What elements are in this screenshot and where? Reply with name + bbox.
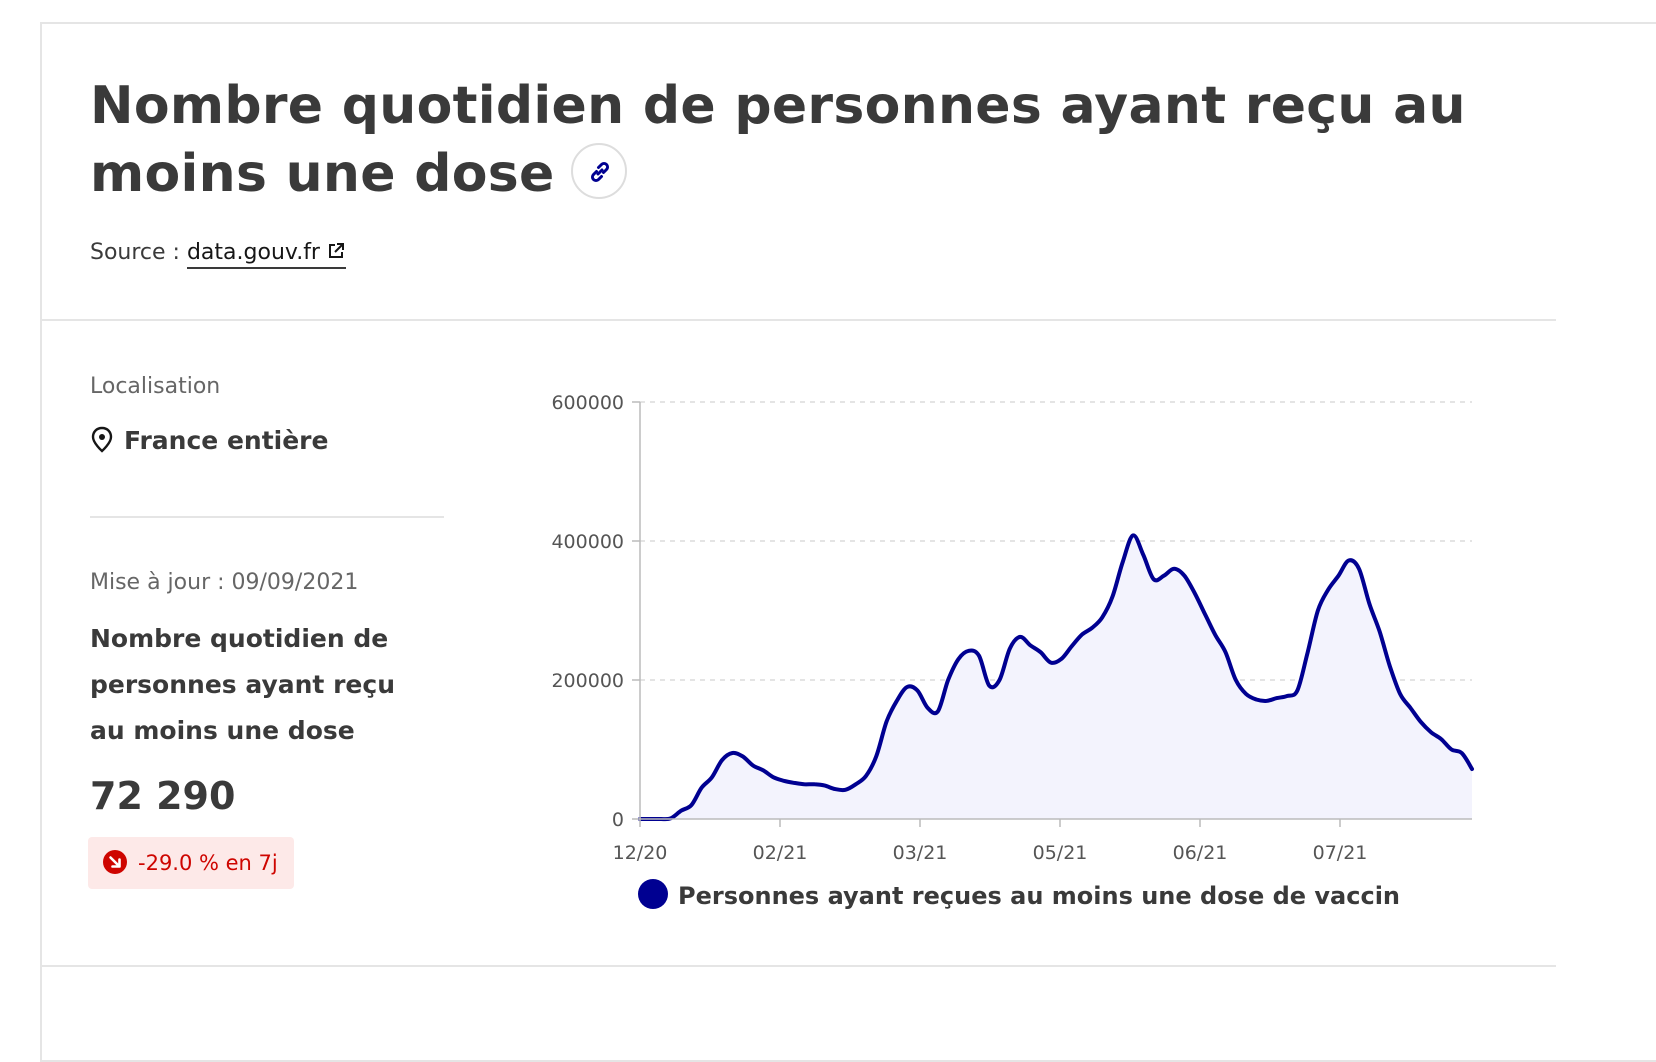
- chart-axes: 0 200000 400000 600000 12/20 02/21 03/21 05/21 0…: [551, 392, 1472, 864]
- copy-link-button[interactable]: [570, 143, 627, 199]
- daily-doses-chart: 0 200000 400000 600000 12/20 02/21 03/21 05/21 0…: [551, 392, 1474, 864]
- location-value: France entière: [124, 426, 329, 455]
- chart-area-layer: [638, 533, 1474, 822]
- update-date: Mise à jour : 09/09/2021: [90, 570, 359, 595]
- source-link-text: data.gouv.fr: [186, 240, 320, 265]
- link-icon: [590, 161, 609, 183]
- kpi-value: 72 290: [90, 774, 236, 818]
- x-tick-label: 06/21: [1173, 842, 1228, 864]
- source-label: Source :: [90, 240, 180, 265]
- series-area: [640, 535, 1472, 820]
- arrow-down-right-icon: [103, 850, 127, 874]
- footer-divider: [42, 965, 1556, 967]
- page-title-text: Nombre quotidien de personnes ayant reçu…: [90, 76, 1466, 204]
- y-tick-label: 400000: [551, 531, 624, 553]
- x-tick-label: 03/21: [893, 842, 948, 864]
- external-link-icon: [328, 243, 344, 258]
- map-pin-icon: [91, 426, 113, 453]
- trend-text: -29.0 % en 7j: [138, 851, 278, 875]
- location-selector[interactable]: France entière: [90, 426, 328, 455]
- sidebar-divider: [90, 516, 444, 518]
- chart-legend: Personnes ayant reçues au moins une dose…: [638, 879, 1401, 910]
- x-tick-label: 02/21: [753, 842, 808, 864]
- x-tick-label: 07/21: [1313, 842, 1368, 864]
- location-label: Localisation: [90, 374, 221, 399]
- y-tick-label: 600000: [551, 392, 624, 414]
- indicator-card: Nombre quotidien de personnes ayant reçu…: [40, 22, 1656, 1062]
- legend-swatch: [638, 879, 668, 909]
- source-link[interactable]: data.gouv.fr: [186, 240, 346, 269]
- kpi-title: Nombre quotidien de personnes ayant reçu…: [90, 624, 395, 745]
- y-tick-label: 200000: [551, 670, 624, 692]
- trend-badge: -29.0 % en 7j: [88, 837, 294, 889]
- legend-label: Personnes ayant reçues au moins une dose…: [678, 882, 1401, 910]
- page-title: Nombre quotidien de personnes ayant reçu…: [90, 72, 1530, 208]
- x-tick-label: 05/21: [1033, 842, 1088, 864]
- card-header: Nombre quotidien de personnes ayant reçu…: [42, 24, 1556, 321]
- source-line: Source : data.gouv.fr: [90, 240, 346, 269]
- series-line: [638, 533, 1474, 822]
- y-tick-label: 0: [612, 809, 624, 831]
- header-divider: [42, 319, 1556, 321]
- x-tick-label: 12/20: [613, 842, 668, 864]
